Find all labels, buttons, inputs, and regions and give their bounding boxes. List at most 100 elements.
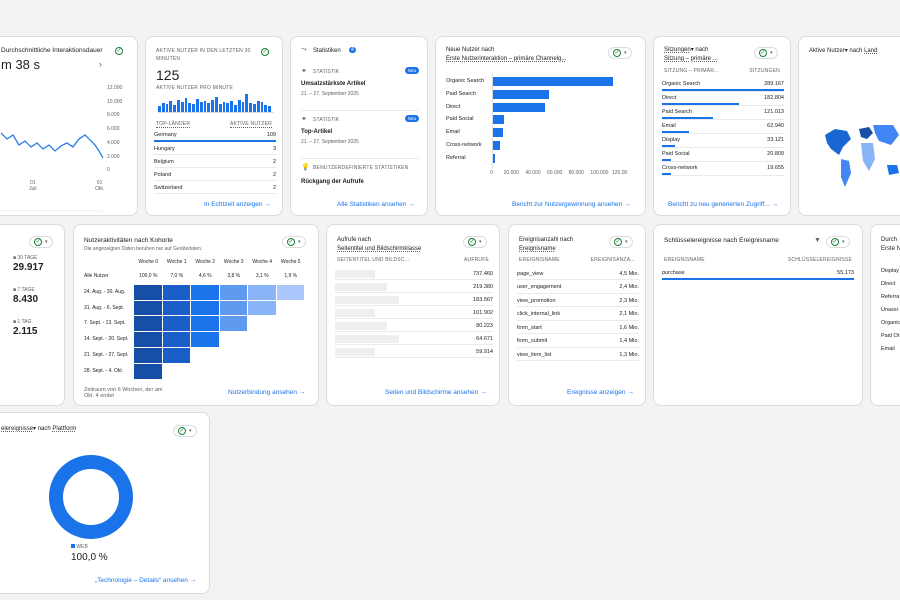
bar[interactable] bbox=[492, 115, 505, 125]
insight-item[interactable]: ✦ STATISTIK Neu Umsatzstärkste Artikel 21. –… bbox=[301, 67, 419, 111]
channel-name: Cross-network bbox=[662, 165, 698, 171]
table-row[interactable]: Paid Search 121.013 bbox=[662, 106, 784, 118]
cohort-cell[interactable] bbox=[134, 332, 162, 347]
table-row[interactable]: view_promotion 2,3 Mio. bbox=[517, 295, 639, 307]
check-status[interactable]: ✓ ▾ bbox=[609, 236, 633, 248]
cohort-cell[interactable] bbox=[134, 363, 162, 379]
views-value: 59.914 bbox=[476, 348, 493, 355]
cohort-cell[interactable] bbox=[191, 300, 219, 316]
bar[interactable] bbox=[492, 141, 501, 150]
views-value: 101.902 bbox=[473, 309, 493, 316]
bar[interactable] bbox=[492, 102, 545, 112]
x-tick: 60.000 bbox=[547, 170, 563, 176]
table-row[interactable]: form_submit 1,4 Mio. bbox=[517, 336, 639, 348]
insight-item[interactable]: ✦ STATISTIK Neu Top-Artikel 21. – 27. Septem… bbox=[301, 115, 419, 159]
table-row[interactable]: 59.914 bbox=[335, 346, 493, 358]
cohort-cell[interactable] bbox=[134, 316, 162, 332]
table-row[interactable]: 64.671 bbox=[335, 333, 493, 345]
table-row[interactable]: Display 33.121 bbox=[662, 134, 784, 146]
table-row[interactable]: Direct 182.804 bbox=[662, 92, 784, 104]
check-status[interactable]: ✓ bbox=[261, 48, 269, 56]
cohort-cell[interactable] bbox=[162, 300, 190, 316]
cohort-cell[interactable] bbox=[219, 284, 247, 300]
check-status[interactable]: ✓ ▾ bbox=[29, 236, 53, 248]
tech-details-link[interactable]: „Technologie – Details“ ansehen bbox=[95, 577, 196, 584]
cohort-cell[interactable] bbox=[134, 300, 162, 316]
realtime-link[interactable]: In Echtzeit anzeigen bbox=[204, 201, 271, 208]
cohort-cell[interactable] bbox=[162, 316, 190, 332]
table-row[interactable]: Switzerland 2 bbox=[154, 182, 276, 194]
bar[interactable] bbox=[492, 153, 495, 163]
cohort-cell[interactable] bbox=[134, 284, 162, 300]
events-link[interactable]: Ereignisse anzeigen bbox=[567, 389, 634, 396]
y-tick: 0 bbox=[107, 167, 110, 174]
card-title: Schlüsselereignisse nach Ereignisname bbox=[664, 237, 779, 244]
cohort-cell[interactable] bbox=[219, 300, 247, 316]
table-row[interactable]: Poland 2 bbox=[154, 169, 276, 181]
card-title: Sitzungen▾ nach bbox=[664, 47, 709, 53]
table-row[interactable]: Organic Search 289.167 bbox=[662, 78, 784, 90]
col-countries: TOP-LÄNDER bbox=[156, 121, 191, 128]
table-row[interactable]: 101.902 bbox=[335, 307, 493, 319]
table-row[interactable]: Cross-network 19.655 bbox=[662, 162, 784, 174]
bar-label: Email bbox=[446, 129, 460, 136]
table-row[interactable]: Email 62.940 bbox=[662, 120, 784, 132]
share-bar bbox=[662, 103, 739, 105]
all-insights-link[interactable]: Alle Statistiken ansehen bbox=[337, 201, 415, 208]
x-tick: 20.000 bbox=[503, 170, 519, 176]
cohort-label: 31. Aug. - 6. Sept. bbox=[84, 304, 125, 311]
cohort-cell[interactable] bbox=[191, 332, 219, 347]
acquisition-link[interactable]: Bericht zur Nutzergewinnung ansehen bbox=[512, 201, 631, 208]
table-row[interactable]: 737.460 bbox=[335, 268, 493, 280]
cohort-label: 28. Sept. - 4. Okt. bbox=[84, 367, 124, 374]
dimension-selector[interactable]: Seitentitel und Bildschirmklasse bbox=[337, 246, 422, 252]
dimension-selector[interactable]: Sitzung – primäre ... bbox=[664, 56, 718, 62]
table-row[interactable]: form_start 1,6 Mio. bbox=[517, 322, 639, 334]
table-row[interactable]: 183.567 bbox=[335, 294, 493, 306]
bar[interactable] bbox=[492, 77, 614, 86]
cohort-cell[interactable] bbox=[219, 316, 247, 332]
dimension-selector[interactable]: Ereignisname bbox=[519, 246, 556, 252]
table-row[interactable]: page_view 4,5 Mio. bbox=[517, 268, 639, 280]
pages-link[interactable]: Seiten und Bildschirme ansehen bbox=[385, 389, 487, 396]
table-row[interactable]: user_engagement 2,4 Mio. bbox=[517, 282, 639, 294]
redacted-title bbox=[335, 295, 399, 304]
dimension-selector[interactable]: Erste Nutzerinteraktion – primäre Channe… bbox=[446, 56, 567, 62]
retention-link[interactable]: Nutzerbindung ansehen bbox=[228, 389, 305, 396]
cohort-cell[interactable] bbox=[134, 348, 162, 363]
check-status[interactable]: ✓ ▾ bbox=[826, 236, 850, 248]
table-row[interactable]: Hungary 3 bbox=[154, 143, 276, 155]
table-row[interactable]: purchase 55.173 bbox=[662, 268, 854, 280]
cohort-cell[interactable] bbox=[276, 284, 304, 300]
table-row[interactable]: Germany 109 bbox=[154, 130, 276, 142]
chevron-right-icon[interactable]: › bbox=[99, 59, 102, 69]
table-row[interactable]: view_item_list 1,3 Mio. bbox=[517, 349, 639, 361]
check-status[interactable]: ✓ ▾ bbox=[173, 425, 197, 437]
bar[interactable] bbox=[492, 128, 503, 138]
bar[interactable] bbox=[492, 89, 550, 99]
table-row[interactable]: Belgium 2 bbox=[154, 156, 276, 168]
cohort-cell[interactable] bbox=[162, 332, 190, 347]
cohort-cell[interactable] bbox=[191, 284, 219, 300]
views-value: 219.380 bbox=[473, 283, 493, 290]
check-status[interactable]: ✓ bbox=[115, 47, 123, 55]
cohort-cell[interactable] bbox=[162, 284, 190, 300]
cohort-cell[interactable] bbox=[248, 284, 276, 300]
col-page-title: SEITENTITEL UND BILDSC... bbox=[337, 257, 410, 263]
check-status[interactable]: ✓ ▾ bbox=[754, 47, 778, 59]
traffic-link[interactable]: Bericht zu neu generierten Zugriff... bbox=[668, 201, 778, 208]
table-row[interactable]: click_internal_link 2,1 Mio. bbox=[517, 309, 639, 321]
row-divider bbox=[662, 146, 784, 147]
check-status[interactable]: ✓ ▾ bbox=[463, 236, 487, 248]
table-row[interactable]: Paid Social 20.809 bbox=[662, 148, 784, 160]
custom-insight-title[interactable]: Rückgang der Aufrufe bbox=[301, 179, 364, 185]
cohort-footer: Zeitraum von 6 Wochen, der am Okt. 4 end… bbox=[84, 387, 163, 399]
filter-icon[interactable]: ▼ bbox=[814, 237, 821, 244]
check-status[interactable]: ✓ ▾ bbox=[282, 236, 306, 248]
table-row[interactable]: 219.380 bbox=[335, 281, 493, 293]
check-status[interactable]: ✓ ▾ bbox=[608, 47, 632, 59]
cohort-cell[interactable] bbox=[248, 300, 276, 316]
table-row[interactable]: 80.223 bbox=[335, 320, 493, 332]
cohort-cell[interactable] bbox=[162, 348, 190, 363]
cohort-cell[interactable] bbox=[191, 316, 219, 332]
